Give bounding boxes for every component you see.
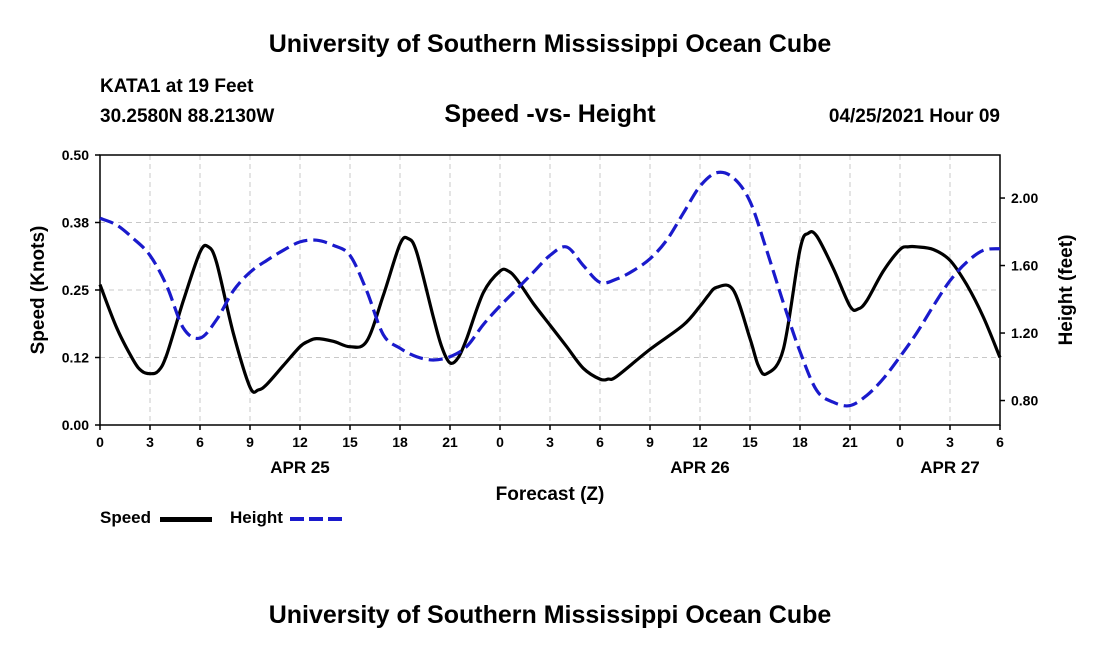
legend-height: Height [230,508,283,528]
x-tick-label: 15 [742,434,758,450]
y-left-axis-title: Speed (Knots) [28,226,49,355]
y-right-tick-label: 1.20 [1011,325,1038,341]
x-tick-label: 6 [596,434,604,450]
series-speed-line [98,230,1002,394]
x-tick-label: 21 [842,434,858,450]
x-tick-label: 0 [896,434,904,450]
series-height-line [99,170,1001,408]
y-right-tick-label: 2.00 [1011,190,1038,206]
x-tick-label: 6 [996,434,1004,450]
plot-title: Speed -vs- Height [444,100,656,128]
x-tick-label: 12 [692,434,708,450]
x-tick-label: 3 [146,434,154,450]
legend-height-label: Height [230,508,283,527]
x-tick-label: 3 [946,434,954,450]
forecast-datetime: 04/25/2021 Hour 09 [828,106,1000,127]
y-left-tick-label: 0.12 [62,350,89,366]
legend-speed-label: Speed [100,508,152,527]
y-left-tick-label: 0.38 [62,215,89,231]
x-tick-label: 6 [196,434,204,450]
legend-speed-swatch [160,517,212,522]
x-tick-label: 9 [246,434,254,450]
x-tick-label: 0 [96,434,104,450]
x-tick-label: 21 [442,434,458,450]
x-date-label: APR 27 [920,458,980,477]
x-tick-label: 9 [646,434,654,450]
x-tick-label: 18 [392,434,408,450]
x-tick-label: 0 [496,434,504,450]
y-right-axis-title: Height (feet) [1056,235,1077,346]
y-right-tick-label: 1.60 [1011,258,1038,274]
x-axis-title: Forecast (Z) [496,484,605,505]
y-left-tick-label: 0.25 [62,282,89,298]
page-title: University of Southern Mississippi Ocean… [268,30,832,58]
y-right-tick-label: 0.80 [1011,393,1038,409]
x-tick-label: 12 [292,434,308,450]
legend-height-swatch [290,517,344,521]
footer-title: University of Southern Mississippi Ocean… [268,601,832,629]
x-tick-label: 18 [792,434,808,450]
y-left-tick-label: 0.00 [62,417,89,433]
station-coordinates: 30.2580N 88.2130W [100,106,275,127]
x-date-label: APR 26 [670,458,730,477]
station-label: KATA1 at 19 Feet [100,76,254,97]
y-left-tick-label: 0.50 [62,147,89,163]
x-tick-label: 3 [546,434,554,450]
x-tick-label: 15 [342,434,358,450]
x-date-label: APR 25 [270,458,330,477]
legend-speed: Speed [100,508,151,528]
